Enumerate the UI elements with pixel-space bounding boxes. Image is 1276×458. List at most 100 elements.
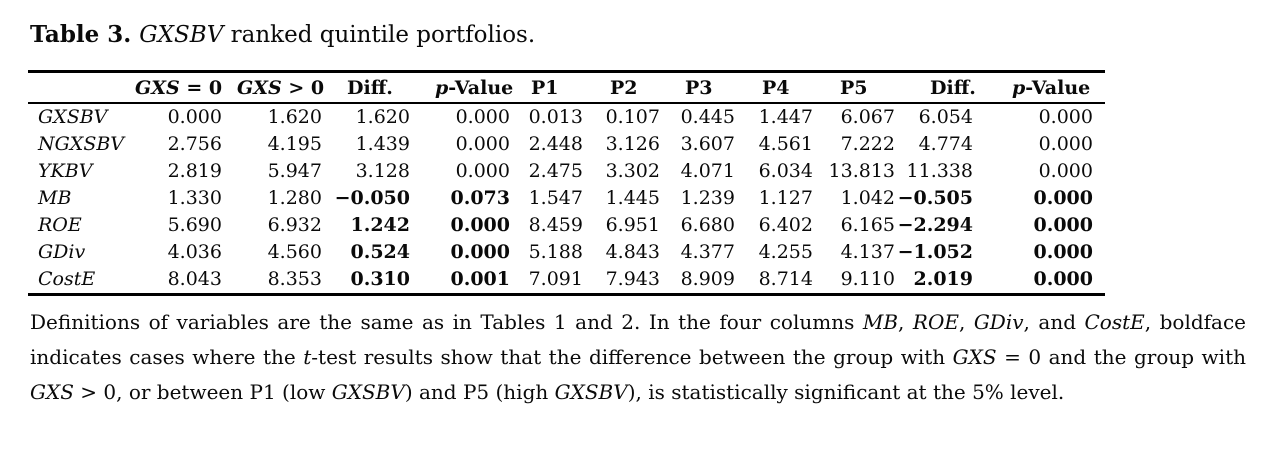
value-cell: 1.445 — [605, 187, 660, 209]
paper-page: Table 3. GXSBV ranked quintile portfolio… — [0, 20, 1276, 410]
row-label: ROE — [38, 214, 82, 236]
text-segment: , — [958, 310, 974, 334]
value-cell: 0.000 — [455, 106, 510, 128]
value-cell: 4.843 — [605, 241, 660, 263]
value-cell: 11.338 — [906, 160, 973, 182]
value-cell: 13.813 — [828, 160, 895, 182]
value-cell: 1.447 — [758, 106, 813, 128]
text-segment: CostE — [1084, 310, 1145, 334]
value-cell: 0.001 — [450, 268, 511, 290]
header-cell-p4: P4 — [735, 71, 813, 104]
value-cell: 6.054 — [918, 106, 973, 128]
text-segment: Definitions of variables are the same as… — [30, 310, 863, 334]
table-row-coste: CostE 8.043 8.353 0.310 0.001 7.091 7.94… — [28, 266, 1105, 295]
text-segment: GXSBV — [554, 380, 628, 404]
table-row-roe: ROE 5.690 6.932 1.242 0.000 8.459 6.951 … — [28, 212, 1105, 239]
value-cell: 2.475 — [528, 160, 583, 182]
caption-variable: GXSBV — [139, 22, 224, 48]
text-segment: GXS — [30, 380, 74, 404]
text-segment: indicates cases where the — [30, 345, 304, 369]
value-cell: 3.302 — [605, 160, 660, 182]
value-cell: 0.310 — [350, 268, 411, 290]
text-segment: t — [303, 345, 312, 369]
value-cell: 0.073 — [450, 187, 511, 209]
value-cell: −0.505 — [897, 187, 973, 209]
value-cell: 6.951 — [605, 214, 660, 236]
value-cell: 4.195 — [267, 133, 322, 155]
row-label: GDiv — [38, 241, 86, 263]
value-cell: 1.439 — [355, 133, 410, 155]
caption-text: ranked quintile portfolios. — [223, 22, 536, 48]
row-label: NGXSBV — [38, 133, 125, 155]
value-cell: 5.690 — [167, 214, 222, 236]
value-cell: 7.091 — [528, 268, 583, 290]
value-cell: 7.943 — [605, 268, 660, 290]
text-segment: -test results show that the difference b… — [311, 345, 953, 369]
value-cell: 0.000 — [450, 241, 511, 263]
footnote-line: indicates cases where the t-test results… — [30, 340, 1246, 375]
text-segment: > 0, or between P1 (low — [73, 380, 332, 404]
value-cell: 4.377 — [680, 241, 735, 263]
value-cell: −1.052 — [897, 241, 973, 263]
text-segment: , and — [1023, 310, 1085, 334]
value-cell: 0.000 — [1033, 241, 1094, 263]
value-cell: 8.353 — [267, 268, 322, 290]
value-cell: 0.000 — [1033, 187, 1094, 209]
text-segment: , — [898, 310, 913, 334]
header-cell-pvalue-1: p-Value — [410, 71, 513, 104]
value-cell: 3.128 — [355, 160, 410, 182]
value-cell: 9.110 — [840, 268, 895, 290]
header-cell-variable — [28, 71, 115, 104]
value-cell: 0.000 — [455, 160, 510, 182]
value-cell: 3.607 — [680, 133, 735, 155]
text-segment: MB — [862, 310, 899, 334]
value-cell: 4.561 — [758, 133, 813, 155]
table-caption: Table 3. GXSBV ranked quintile portfolio… — [30, 20, 1276, 50]
caption-label: Table 3. — [30, 21, 140, 48]
value-cell: 8.714 — [758, 268, 813, 290]
value-cell: 6.932 — [267, 214, 322, 236]
text-segment: GXSBV — [331, 380, 405, 404]
header-cell-p5: P5 — [813, 71, 895, 104]
value-cell: 2.448 — [528, 133, 583, 155]
value-cell: 6.034 — [758, 160, 813, 182]
value-cell: 1.042 — [840, 187, 895, 209]
value-cell: 1.620 — [267, 106, 322, 128]
header-cell-gxs0: GXS = 0 — [115, 71, 222, 104]
value-cell: 0.445 — [680, 106, 735, 128]
header-cell-diff-1: Diff. — [322, 71, 410, 104]
value-cell: 2.756 — [167, 133, 222, 155]
text-segment: ROE — [912, 310, 959, 334]
value-cell: 4.036 — [167, 241, 222, 263]
value-cell: 4.774 — [918, 133, 973, 155]
table-footnote: Definitions of variables are the same as… — [30, 305, 1246, 410]
text-segment: GDiv — [973, 310, 1024, 334]
value-cell: 0.000 — [450, 214, 511, 236]
value-cell: 6.680 — [680, 214, 735, 236]
value-cell: 8.459 — [528, 214, 583, 236]
row-label: MB — [38, 187, 72, 209]
value-cell: 0.000 — [167, 106, 222, 128]
table-row-mb: MB 1.330 1.280 −0.050 0.073 1.547 1.445 … — [28, 185, 1105, 212]
value-cell: 0.013 — [528, 106, 583, 128]
value-cell: 0.000 — [455, 133, 510, 155]
value-cell: 2.019 — [913, 268, 974, 290]
header-cell-p3: P3 — [660, 71, 735, 104]
value-cell: 5.188 — [528, 241, 583, 263]
value-cell: 1.547 — [528, 187, 583, 209]
value-cell: 1.280 — [267, 187, 322, 209]
value-cell: 6.165 — [840, 214, 895, 236]
value-cell: 4.071 — [680, 160, 735, 182]
table-row-gdiv: GDiv 4.036 4.560 0.524 0.000 5.188 4.843… — [28, 239, 1105, 266]
header-cell-diff-2: Diff. — [895, 71, 976, 104]
value-cell: 0.000 — [1033, 214, 1094, 236]
row-label: YKBV — [38, 160, 93, 182]
value-cell: 4.560 — [267, 241, 322, 263]
value-cell: 6.402 — [758, 214, 813, 236]
value-cell: 1.127 — [758, 187, 813, 209]
value-cell: 8.909 — [680, 268, 735, 290]
row-label: GXSBV — [38, 106, 108, 128]
quintile-table: GXS = 0 GXS > 0 Diff. p-Value P1 P2 P3 P… — [28, 70, 1105, 296]
value-cell: 4.137 — [840, 241, 895, 263]
value-cell: 5.947 — [267, 160, 322, 182]
